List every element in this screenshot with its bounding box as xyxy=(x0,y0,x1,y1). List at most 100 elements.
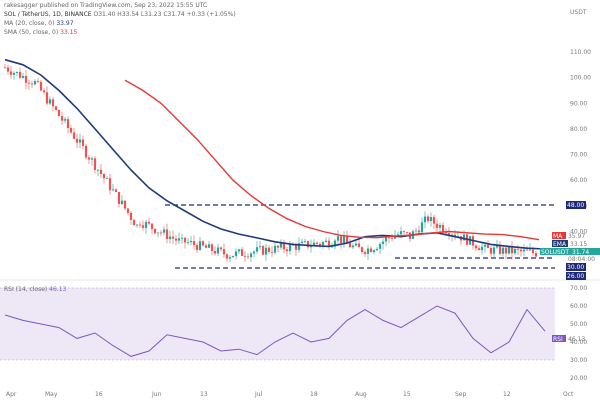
price-tick: 60.00 xyxy=(570,177,587,184)
symbol-line: SOL / TetherUS, 1D, BINANCE xyxy=(4,11,92,18)
candle-body xyxy=(132,219,136,226)
candle-body xyxy=(354,243,358,246)
candle-body xyxy=(99,169,103,175)
candle-body xyxy=(258,246,262,248)
candle-body xyxy=(387,237,391,239)
candle-body xyxy=(126,208,130,213)
candle-body xyxy=(309,245,313,248)
candle-body xyxy=(447,233,451,236)
rsi-tick: 40.00 xyxy=(570,339,587,346)
candle-body xyxy=(312,242,316,246)
candle-body xyxy=(81,139,85,146)
candle-body xyxy=(453,234,457,237)
level-30-badge: 30.00 xyxy=(566,263,586,271)
candle-body xyxy=(477,248,481,251)
candle-body xyxy=(159,232,163,234)
candle-body xyxy=(207,244,211,248)
level-48-badge: 48.00 xyxy=(566,201,586,209)
candle-body xyxy=(336,236,340,241)
candle-body xyxy=(321,241,325,246)
candle-body xyxy=(231,255,235,258)
rsi-badge-label: RSI xyxy=(553,336,563,343)
candle-body xyxy=(519,249,523,252)
candle-body xyxy=(165,229,169,240)
candle-body xyxy=(234,251,238,256)
candle-body xyxy=(6,67,10,72)
candle-body xyxy=(498,245,502,254)
candle-body xyxy=(57,109,61,117)
candle-body xyxy=(450,234,454,236)
rsi-badge: RSI 46.13 xyxy=(552,335,585,343)
candle-body xyxy=(72,132,76,139)
candle-body xyxy=(108,178,112,191)
candle-body xyxy=(492,247,496,254)
sma50-line xyxy=(124,79,540,241)
candle-body xyxy=(531,249,535,254)
candle-body xyxy=(249,253,253,258)
rsi-legend-label: RSI (14, close) xyxy=(4,286,48,293)
candle-body xyxy=(141,225,145,228)
candle-body xyxy=(222,249,226,255)
candle-body xyxy=(240,249,244,256)
candle-body xyxy=(282,243,286,250)
candle-body xyxy=(396,234,400,236)
ma-badge-label: MA xyxy=(553,233,563,240)
candle-body xyxy=(69,127,73,133)
candle-body xyxy=(405,232,409,233)
rsi-badge-value: 46.13 xyxy=(568,336,585,343)
candle-body xyxy=(267,247,271,252)
price-tick: 40.00 xyxy=(570,229,587,236)
candle-body xyxy=(111,189,115,191)
candle-body xyxy=(3,67,7,69)
candle-body xyxy=(210,244,214,252)
candle-body xyxy=(426,216,430,221)
candle-body xyxy=(120,200,124,205)
candle-body xyxy=(78,139,82,143)
candle-body xyxy=(105,178,109,180)
candle-body xyxy=(216,247,220,254)
candle-body xyxy=(84,145,88,158)
ema-badge: EMA 33.15 xyxy=(552,240,587,248)
price-badge-label: SOLUSDT xyxy=(541,249,569,256)
sma-legend-value: 33.15 xyxy=(60,29,78,36)
candle-body xyxy=(300,241,304,244)
candle-body xyxy=(33,81,37,85)
time-tick: 15 xyxy=(403,391,411,398)
candle-body xyxy=(45,92,49,104)
candle-body xyxy=(39,81,43,91)
candle-body xyxy=(114,189,118,192)
candle-body xyxy=(330,246,334,248)
candle-body xyxy=(429,217,433,221)
candle-body xyxy=(261,246,265,255)
candle-body xyxy=(390,237,394,239)
time-tick: Sep xyxy=(455,391,467,398)
rsi-tick: 70.00 xyxy=(570,285,587,292)
time-tick: Apr xyxy=(6,391,17,398)
candle-body xyxy=(438,224,442,228)
ema-legend-value: 33.97 xyxy=(56,20,74,27)
candle-body xyxy=(21,76,25,78)
candle-body xyxy=(75,138,79,143)
candle-body xyxy=(87,157,91,160)
candle-body xyxy=(402,231,406,233)
time-tick: Oct xyxy=(563,391,574,398)
candle-body xyxy=(171,236,175,239)
candle-body xyxy=(168,236,172,240)
candle-body xyxy=(495,245,499,248)
candle-body xyxy=(264,247,268,255)
candle-body xyxy=(15,71,19,73)
candle-body xyxy=(303,241,307,242)
candle-body xyxy=(255,247,259,252)
candle-body xyxy=(363,252,367,254)
sma-legend-label: SMA (50, close, 0) xyxy=(4,29,59,36)
candle-body xyxy=(504,247,508,254)
candle-body xyxy=(333,240,337,247)
candle-body xyxy=(372,250,376,253)
price-tick: 110.00 xyxy=(570,49,591,56)
candle-body xyxy=(174,238,178,241)
candle-body xyxy=(147,221,151,224)
candle-body xyxy=(483,244,487,247)
ohlc-values: O31.40 H33.54 L31.23 C31.74 +0.33 (+1.05… xyxy=(93,11,236,18)
candle-body xyxy=(201,241,205,246)
